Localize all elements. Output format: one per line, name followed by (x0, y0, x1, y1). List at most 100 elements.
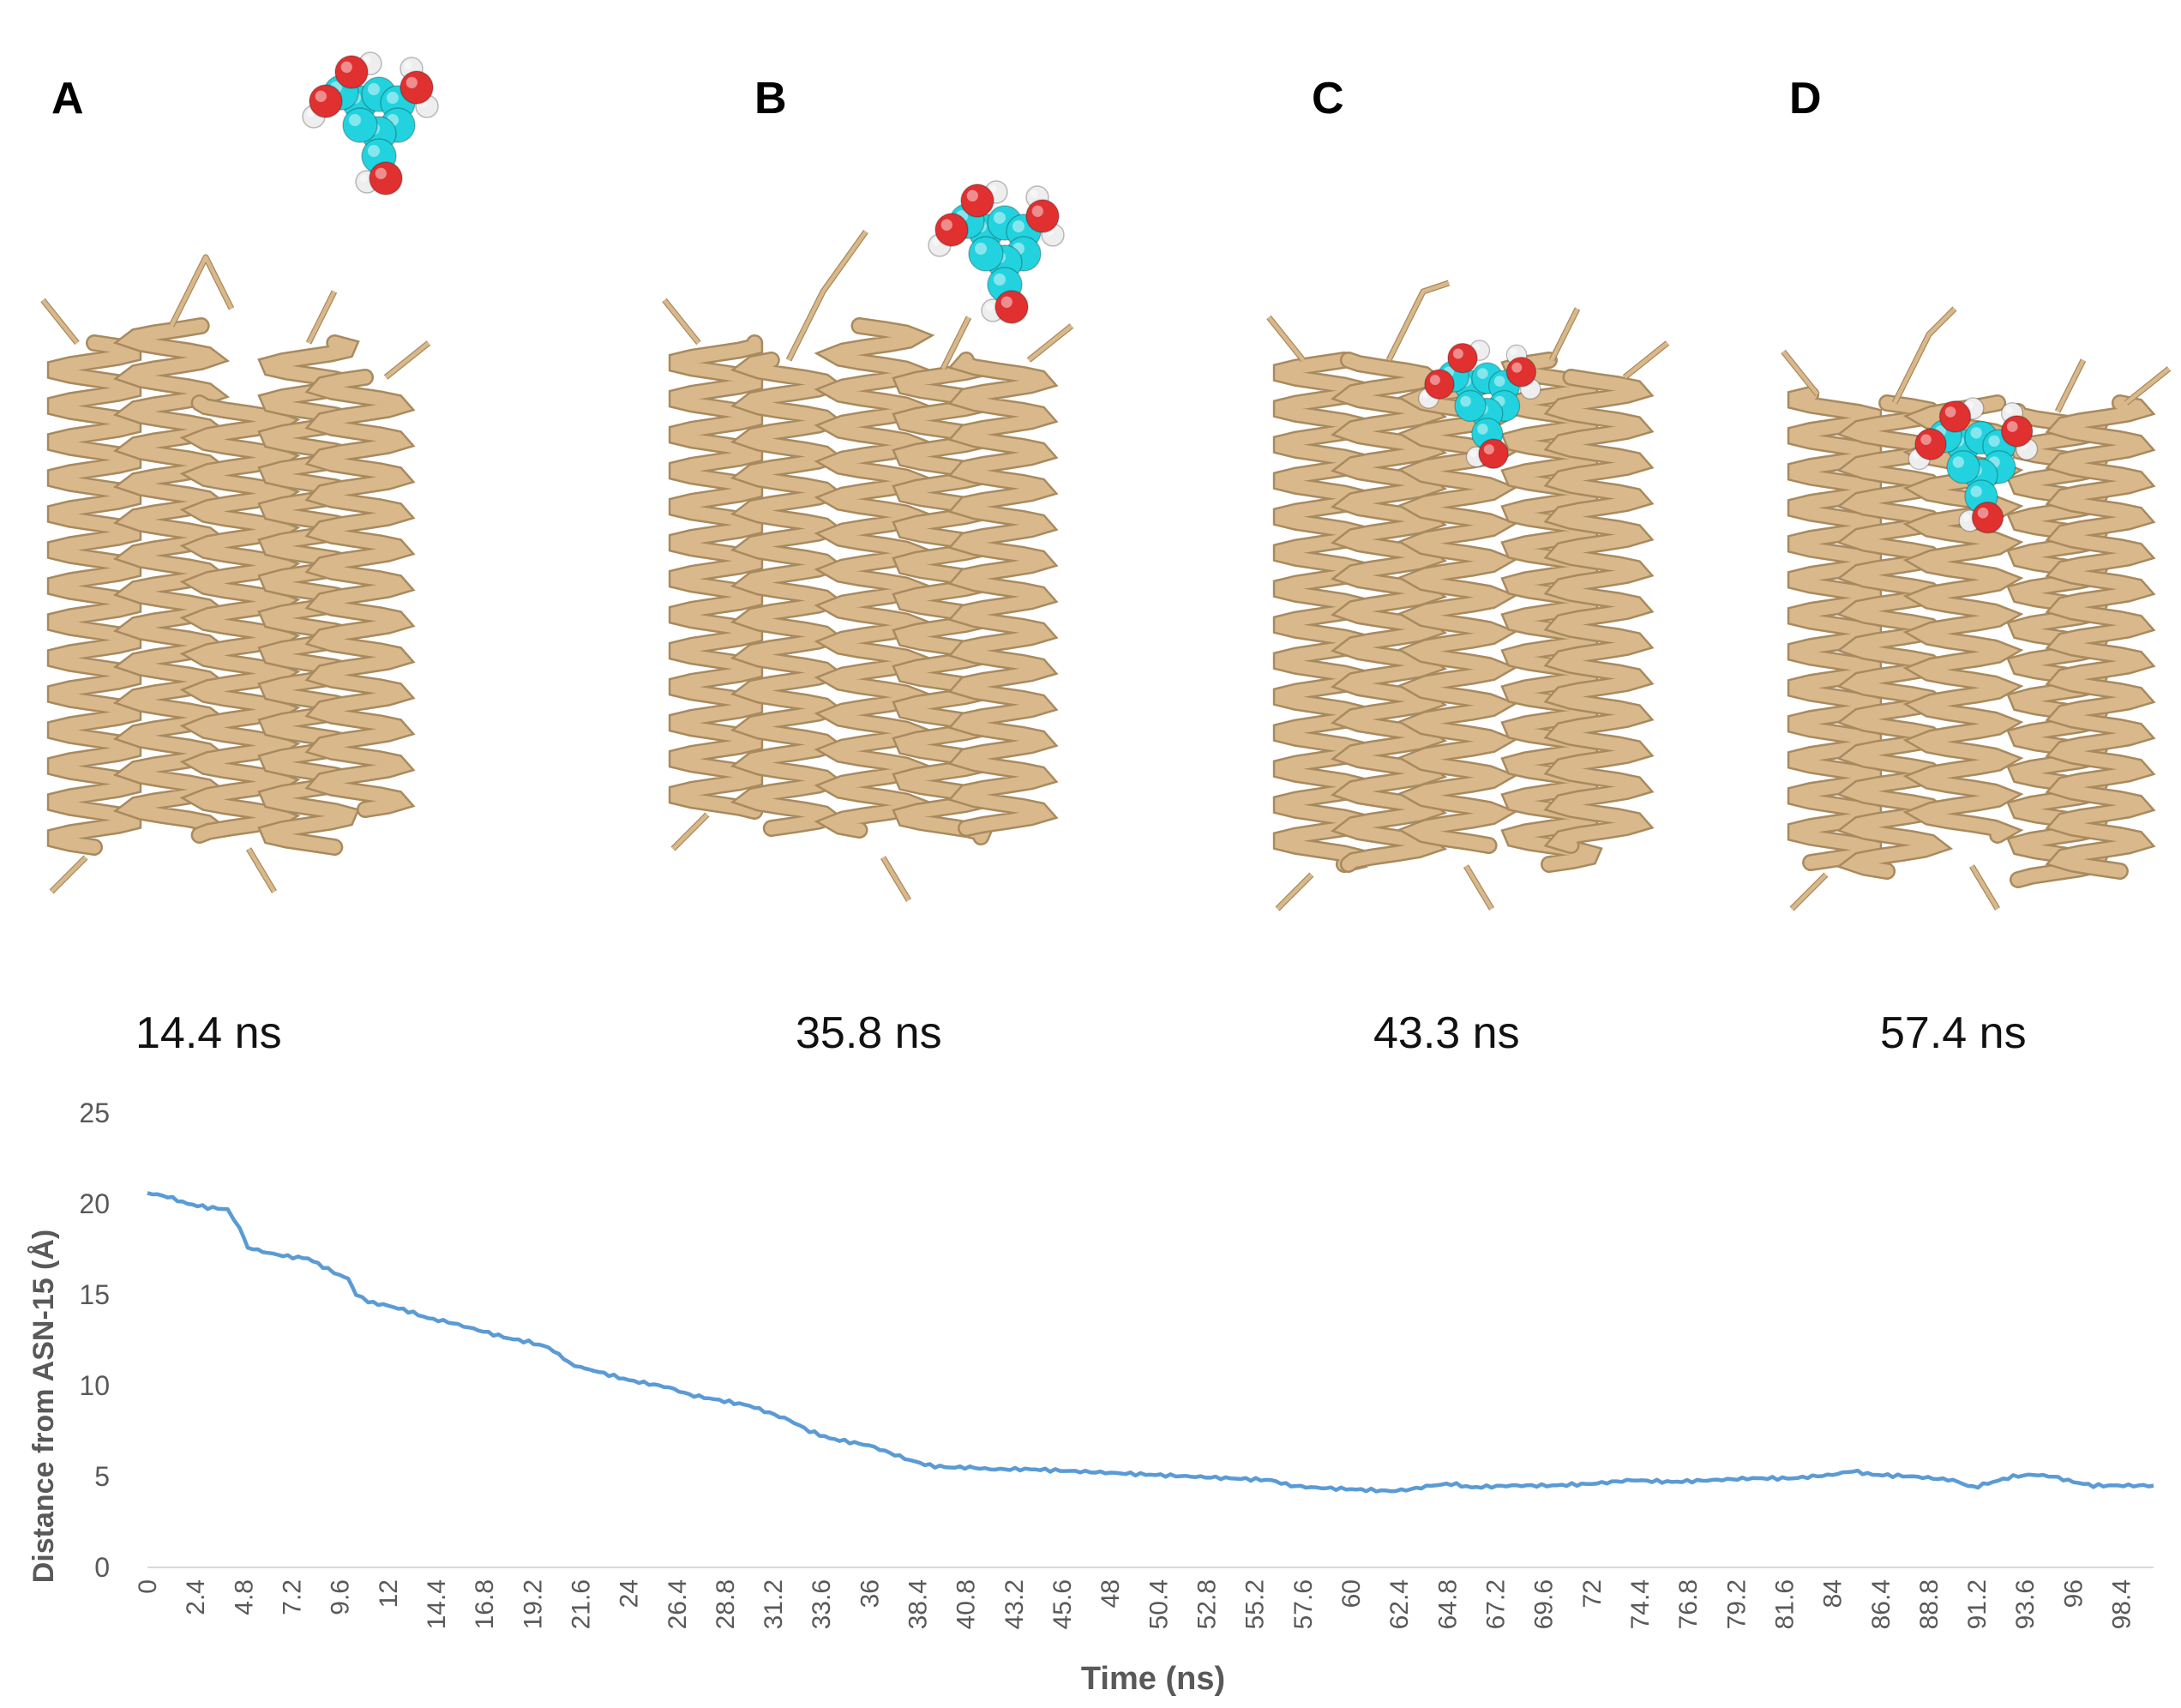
x-tick-label: 55.2 (1241, 1579, 1270, 1629)
oxygen-atom (309, 84, 343, 118)
oxygen-atom (1478, 438, 1509, 469)
carbon-atom-highlight (1970, 485, 1982, 497)
x-tick-label: 40.8 (952, 1579, 981, 1629)
x-tick-label: 52.8 (1193, 1579, 1222, 1629)
oxygen-atom-highlight (1944, 406, 1956, 418)
helix-ribbon (735, 353, 843, 835)
panel-letter-a: A (51, 74, 84, 123)
coil-loop-fill (1027, 324, 1073, 362)
oxygen-atom (1424, 369, 1455, 400)
oxygen-atom-highlight (1977, 507, 1989, 519)
oxygen-atom-highlight (1000, 296, 1012, 308)
oxygen-atom (1025, 199, 1060, 233)
hydrogen-atom-highlight (1962, 514, 1971, 522)
coil-loop-fill (881, 856, 910, 902)
oxygen-atom (334, 55, 369, 89)
y-tick-label: 25 (79, 1098, 110, 1128)
x-tick-label: 57.6 (1289, 1579, 1318, 1629)
carbon-atom-highlight (1493, 376, 1505, 387)
oxygen-atom (2000, 415, 2034, 448)
ligand-molecule (1418, 340, 1541, 469)
panel-time-d: 57.4 ns (1880, 1008, 2027, 1058)
x-tick-label: 84 (1819, 1579, 1848, 1608)
oxygen-atom-highlight (1483, 444, 1494, 455)
carbon-atom (342, 107, 378, 143)
x-tick-label: 0 (134, 1579, 162, 1594)
helix-ribbon (951, 353, 1055, 835)
panel-d: D 57.4 ns (0, 0, 2027, 1058)
x-tick-label: 38.4 (904, 1579, 933, 1629)
oxygen-atom-highlight (340, 61, 352, 73)
hydrogen-atom-highlight (1510, 348, 1517, 356)
oxygen-atom (1914, 428, 1947, 460)
oxygen-atom-highlight (406, 76, 418, 88)
hydrogen-atom-highlight (359, 174, 368, 183)
oxygen-atom-highlight (1452, 348, 1463, 359)
y-tick-label: 15 (79, 1279, 110, 1310)
x-tick-label: 36 (856, 1579, 884, 1608)
x-tick-label: 45.6 (1048, 1579, 1077, 1629)
coil-loop-fill (1790, 873, 1828, 911)
x-tick-label: 88.8 (1915, 1579, 1944, 1629)
coil-loop (1385, 280, 1451, 362)
ligand-molecule (1908, 397, 2039, 534)
oxygen-atom-highlight (966, 189, 978, 201)
x-tick-label: 50.4 (1145, 1579, 1173, 1629)
coil-loop-fill (247, 847, 276, 893)
helix-ribbon (184, 396, 296, 842)
x-tick-label: 33.6 (808, 1579, 836, 1629)
panel-time-a: 14.4 ns (135, 1008, 282, 1058)
coil-loop-fill (169, 255, 234, 328)
hydrogen-atom-highlight (1469, 450, 1477, 458)
oxygen-atom-highlight (1511, 362, 1523, 373)
y-tick-label: 0 (94, 1552, 110, 1583)
hydrogen-atom-highlight (2004, 406, 2013, 414)
x-tick-label: 14.4 (423, 1579, 451, 1629)
coil-loop-fill (1623, 341, 1669, 379)
oxygen-atom (400, 70, 434, 105)
ligand-molecule (302, 51, 439, 195)
helix-ribbon (308, 370, 412, 816)
oxygen-atom-highlight (315, 90, 327, 102)
x-tick-label: 16.8 (471, 1579, 499, 1629)
y-tick-label: 5 (94, 1461, 110, 1492)
hydrogen-atom-highlight (1421, 391, 1429, 399)
carbon-atom-highlight (1970, 427, 1982, 439)
carbon-atom-highlight (387, 92, 399, 104)
hydrogen-atom-highlight (1473, 343, 1481, 352)
x-tick-label: 12 (375, 1579, 403, 1608)
carbon-atom-highlight (1477, 424, 1488, 435)
x-tick-label: 86.4 (1867, 1579, 1896, 1629)
hydrogen-atom-highlight (1030, 189, 1038, 198)
panel-a: A 14.4 ns (0, 0, 514, 1058)
x-tick-label: 4.8 (230, 1579, 258, 1615)
helix-ribbon (2048, 396, 2153, 878)
hydrogen-atom-highlight (932, 238, 940, 246)
carbon-atom-highlight (994, 212, 1006, 224)
hydrogen-atom-highlight (985, 303, 994, 311)
x-tick-label: 67.2 (1481, 1579, 1510, 1629)
panel-letter-c: C (1312, 74, 1344, 123)
x-tick-label: 7.2 (278, 1579, 306, 1615)
x-tick-label: 2.4 (182, 1579, 210, 1615)
hydrogen-atom-highlight (404, 61, 412, 69)
carbon-atom-highlight (1988, 435, 2000, 447)
coil-loop-fill (1464, 864, 1493, 911)
coil-loop-fill (1549, 307, 1580, 362)
oxygen-atom (994, 290, 1029, 324)
carbon-atom-highlight (1952, 456, 1964, 468)
coil-loop-fill (306, 290, 337, 345)
oxygen-atom (934, 213, 969, 247)
oxygen-atom-highlight (1031, 205, 1043, 217)
coil-loop-fill (1386, 280, 1450, 362)
carbon-atom (1946, 449, 1980, 484)
x-tick-label: 21.6 (567, 1579, 595, 1629)
x-tick-label: 93.6 (2011, 1579, 2040, 1629)
x-tick-label: 26.4 (664, 1579, 692, 1629)
helix-ribbon (1335, 353, 1443, 871)
oxygen-atom-highlight (940, 219, 952, 231)
oxygen-atom (1505, 357, 1537, 388)
coil-loop-fill (50, 856, 87, 893)
coil-loop-fill (1892, 307, 1956, 405)
x-tick-label: 62.4 (1385, 1579, 1414, 1629)
